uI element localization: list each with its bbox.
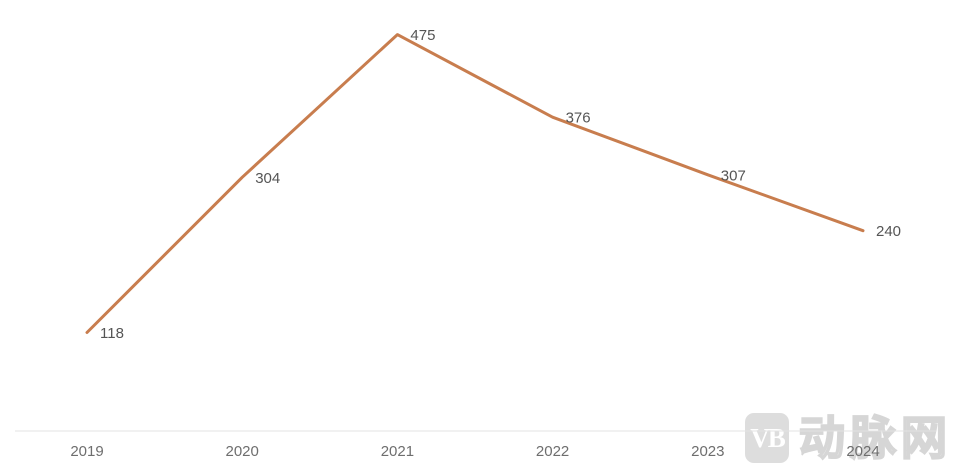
x-axis-tick-labels: 2019 2020 2021 2022 2023 2024: [70, 443, 879, 460]
x-axis-tick-label: 2020: [226, 443, 259, 460]
data-point-label: 118: [100, 325, 124, 342]
x-axis-tick-label: 2021: [381, 443, 414, 460]
data-point-label: 475: [410, 27, 435, 44]
data-line: [85, 33, 865, 334]
data-point-label: 376: [566, 110, 591, 127]
data-point-label: 240: [876, 223, 901, 240]
x-axis-tick-label: 2023: [691, 443, 724, 460]
x-axis-tick-label: 2019: [70, 443, 103, 460]
data-point-labels: 118 304 475 376 307 240: [100, 27, 901, 342]
x-axis-tick-label: 2024: [846, 443, 879, 460]
x-axis-tick-label: 2022: [536, 443, 569, 460]
data-point-label: 304: [255, 170, 280, 187]
data-point-label: 307: [721, 167, 746, 184]
